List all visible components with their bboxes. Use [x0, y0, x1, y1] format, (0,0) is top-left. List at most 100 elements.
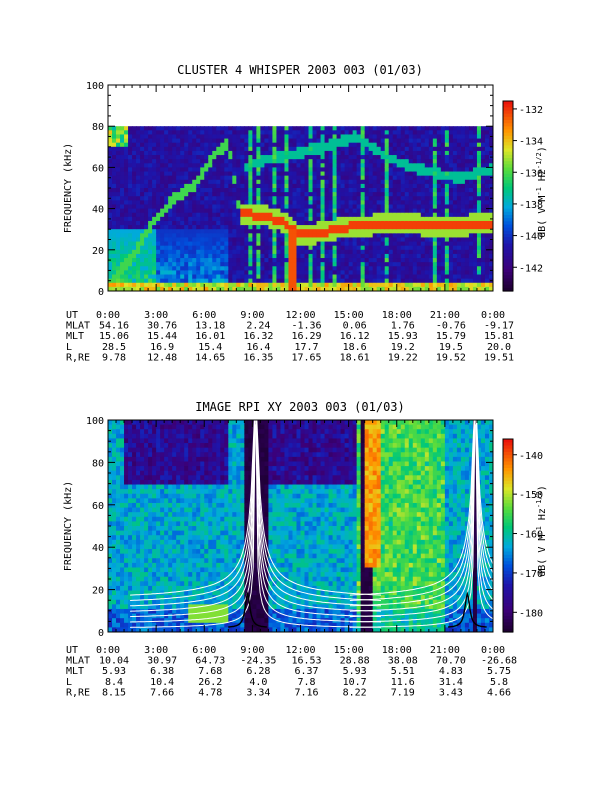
heat-cell	[369, 254, 374, 259]
ephemeris-value: 14.65	[195, 352, 225, 363]
heat-cell	[184, 229, 189, 234]
heat-cell	[220, 151, 225, 156]
heat-cell	[256, 258, 261, 263]
heat-cell	[164, 434, 169, 439]
heat-cell	[156, 163, 161, 168]
heat-cell	[212, 147, 217, 152]
heat-cell	[252, 147, 257, 152]
heat-cell	[397, 143, 402, 148]
heat-cell	[132, 429, 137, 434]
heat-cell	[401, 229, 406, 234]
heat-cell	[132, 443, 137, 448]
heat-cell	[148, 134, 153, 139]
ephemeris-value: 1.76	[391, 321, 415, 332]
heat-cell	[276, 184, 281, 189]
ephemeris-value: 15.4	[198, 342, 222, 353]
heat-cell	[152, 143, 157, 148]
heat-cell	[385, 279, 390, 284]
heat-cell	[337, 134, 342, 139]
heat-cell	[168, 452, 173, 457]
heat-cell	[353, 250, 358, 255]
heat-cell	[108, 420, 113, 425]
heat-cell	[393, 126, 398, 131]
ephemeris-value: 18.61	[340, 352, 370, 363]
heat-cell	[345, 130, 350, 135]
heat-cell	[156, 471, 161, 476]
heat-cell	[461, 188, 466, 193]
heat-cell	[160, 512, 165, 517]
heat-cell	[116, 438, 121, 443]
heat-cell	[333, 254, 338, 259]
heat-cell	[112, 258, 117, 263]
heat-cell	[437, 266, 442, 271]
heat-cell	[116, 258, 121, 263]
heat-cell	[288, 275, 293, 280]
heat-cell	[120, 494, 125, 499]
heat-cell	[136, 155, 141, 160]
heat-cell	[349, 237, 354, 242]
heat-cell	[445, 213, 450, 218]
heat-cell	[120, 266, 125, 271]
heat-cell	[244, 213, 249, 218]
heat-cell	[381, 180, 386, 185]
heat-cell	[128, 503, 133, 508]
heat-cell	[465, 163, 470, 168]
heat-cell	[268, 262, 273, 267]
heat-cell	[128, 151, 133, 156]
heat-cell	[160, 254, 165, 259]
heat-cell	[473, 217, 478, 222]
heat-cell	[377, 155, 382, 160]
heat-cell	[208, 258, 213, 263]
heat-cell	[349, 196, 354, 201]
heat-cell	[373, 167, 378, 172]
heat-cell	[228, 204, 233, 209]
heat-cell	[284, 159, 289, 164]
heat-cell	[160, 176, 165, 181]
heat-cell	[128, 558, 133, 563]
heat-cell	[168, 531, 173, 536]
heat-cell	[301, 254, 306, 259]
heat-cell	[357, 151, 362, 156]
heat-cell	[192, 254, 197, 259]
heat-cell	[397, 221, 402, 226]
heat-cell	[389, 180, 394, 185]
heat-cell	[140, 434, 145, 439]
heat-cell	[349, 188, 354, 193]
heat-cell	[441, 196, 446, 201]
heat-cell	[477, 237, 482, 242]
heat-cell	[268, 237, 273, 242]
heat-cell	[112, 591, 117, 596]
heat-cell	[393, 180, 398, 185]
heat-cell	[120, 471, 125, 476]
heat-cell	[313, 159, 318, 164]
heat-cell	[156, 279, 161, 284]
heat-cell	[164, 225, 169, 230]
heat-cell	[276, 143, 281, 148]
heat-cell	[136, 549, 141, 554]
heat-cell	[337, 147, 342, 152]
heat-cell	[417, 283, 422, 288]
time-tick-label: 12:00	[285, 310, 315, 321]
heat-cell	[325, 250, 330, 255]
heat-cell	[401, 163, 406, 168]
heat-cell	[345, 233, 350, 238]
heat-cell	[413, 279, 418, 284]
heat-cell	[136, 151, 141, 156]
heat-cell	[196, 266, 201, 271]
heat-cell	[353, 126, 358, 131]
heat-cell	[469, 246, 474, 251]
heat-cell	[148, 531, 153, 536]
heat-cell	[405, 213, 410, 218]
panel-image-rpi: IMAGE RPI XY 2003 003 (01/03) 0204060801…	[63, 399, 600, 699]
heat-cell	[260, 180, 265, 185]
heat-cell	[124, 167, 129, 172]
heat-cell	[188, 246, 193, 251]
heat-cell	[132, 466, 137, 471]
heat-cell	[369, 176, 374, 181]
heat-cell	[252, 217, 257, 222]
heat-cell	[252, 143, 257, 148]
heat-cell	[317, 172, 322, 177]
heat-cell	[156, 452, 161, 457]
heat-cell	[216, 192, 221, 197]
heat-cell	[313, 134, 318, 139]
